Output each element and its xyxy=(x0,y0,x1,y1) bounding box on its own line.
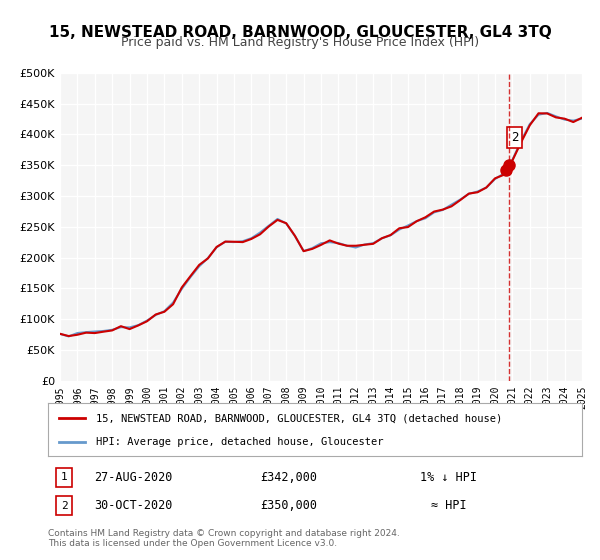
Text: £350,000: £350,000 xyxy=(260,499,317,512)
Text: 30-OCT-2020: 30-OCT-2020 xyxy=(94,499,173,512)
Text: HPI: Average price, detached house, Gloucester: HPI: Average price, detached house, Glou… xyxy=(96,436,383,446)
Text: Price paid vs. HM Land Registry's House Price Index (HPI): Price paid vs. HM Land Registry's House … xyxy=(121,36,479,49)
Text: 2: 2 xyxy=(61,501,67,511)
Text: 1: 1 xyxy=(61,472,67,482)
Text: 15, NEWSTEAD ROAD, BARNWOOD, GLOUCESTER, GL4 3TQ: 15, NEWSTEAD ROAD, BARNWOOD, GLOUCESTER,… xyxy=(49,25,551,40)
Text: 15, NEWSTEAD ROAD, BARNWOOD, GLOUCESTER, GL4 3TQ (detached house): 15, NEWSTEAD ROAD, BARNWOOD, GLOUCESTER,… xyxy=(96,413,502,423)
Text: £342,000: £342,000 xyxy=(260,471,317,484)
Text: 2: 2 xyxy=(511,131,518,144)
Text: 27-AUG-2020: 27-AUG-2020 xyxy=(94,471,173,484)
Text: ≈ HPI: ≈ HPI xyxy=(431,499,466,512)
Text: 1% ↓ HPI: 1% ↓ HPI xyxy=(420,471,477,484)
Text: Contains HM Land Registry data © Crown copyright and database right 2024.: Contains HM Land Registry data © Crown c… xyxy=(48,529,400,538)
Text: This data is licensed under the Open Government Licence v3.0.: This data is licensed under the Open Gov… xyxy=(48,539,337,548)
